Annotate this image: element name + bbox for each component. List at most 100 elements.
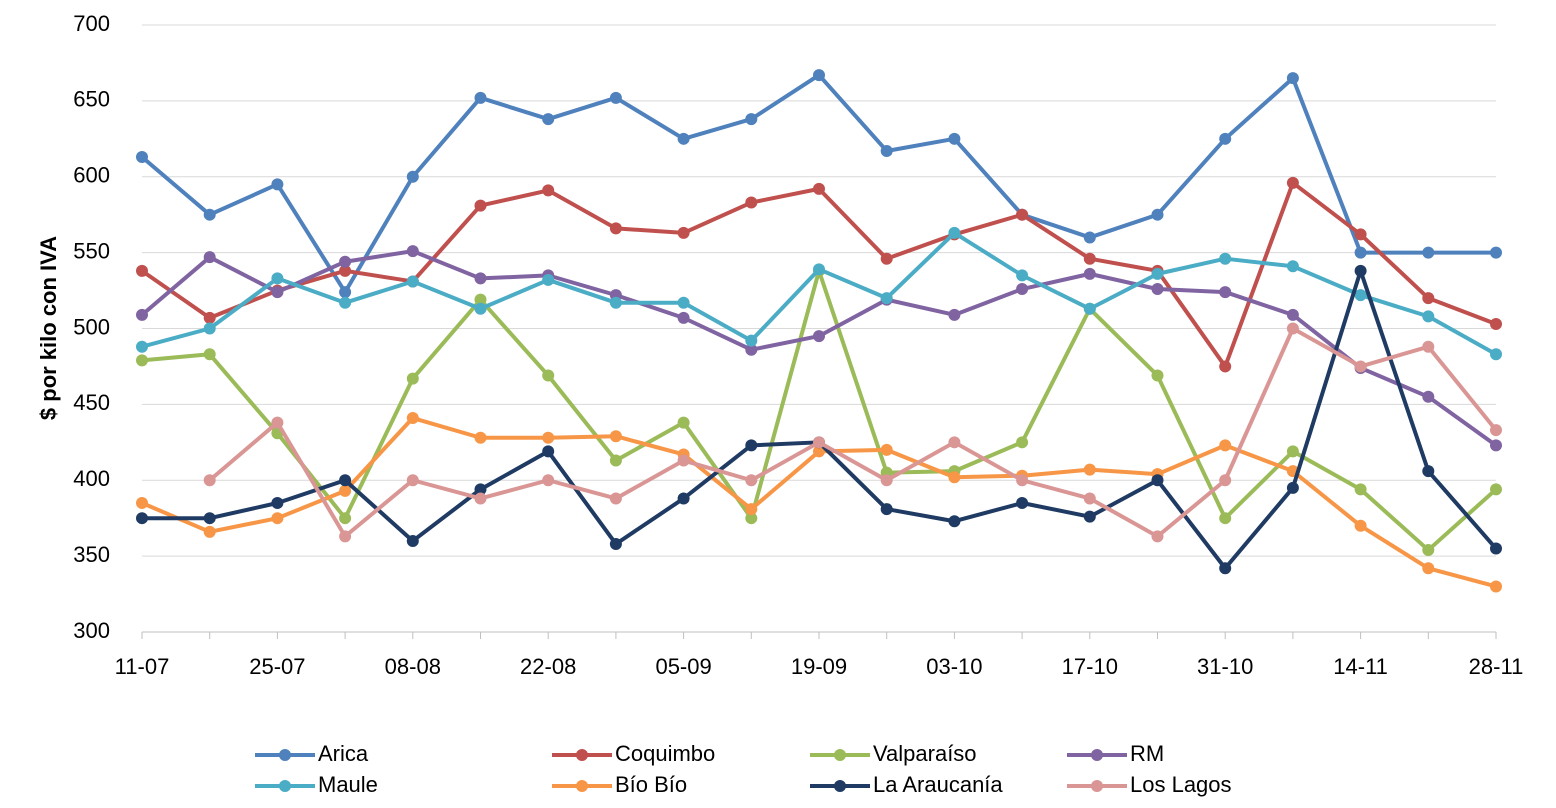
data-point	[745, 503, 758, 516]
x-tick-label: 19-09	[791, 654, 847, 679]
data-point	[1422, 310, 1435, 323]
data-point	[1422, 465, 1435, 478]
data-point	[1151, 267, 1164, 280]
x-tick-label: 05-09	[655, 654, 711, 679]
data-point	[677, 454, 690, 467]
data-point	[406, 474, 419, 487]
legend-marker	[576, 780, 588, 792]
y-tick-label: 550	[73, 238, 110, 263]
data-point	[203, 251, 216, 264]
data-point	[813, 330, 825, 343]
data-point	[339, 474, 352, 487]
data-point	[271, 286, 284, 299]
data-point	[136, 497, 148, 510]
data-point	[406, 245, 419, 258]
data-point	[136, 308, 148, 321]
data-point	[203, 348, 216, 361]
data-point	[406, 412, 419, 425]
data-point	[271, 272, 284, 285]
legend-marker	[1091, 780, 1103, 792]
data-point	[1422, 292, 1435, 305]
data-point	[1286, 481, 1299, 494]
data-point	[1422, 390, 1435, 403]
data-point	[339, 512, 352, 525]
data-point	[1490, 424, 1502, 437]
data-point	[406, 275, 419, 288]
data-point	[136, 151, 148, 164]
data-point	[339, 296, 352, 309]
series-line	[208, 326, 1498, 539]
data-point	[1083, 302, 1096, 315]
data-point	[339, 484, 352, 497]
data-point	[1219, 286, 1232, 299]
data-point	[1490, 580, 1502, 593]
data-point	[1151, 474, 1164, 487]
data-point	[1286, 445, 1299, 458]
data-point	[813, 436, 825, 449]
series-line	[140, 249, 1498, 447]
data-point	[1422, 246, 1435, 259]
data-point	[1354, 289, 1367, 302]
data-point	[271, 416, 284, 429]
data-point	[745, 512, 758, 525]
data-point	[1016, 436, 1029, 449]
data-point	[609, 492, 622, 505]
legend-label: La Araucanía	[873, 772, 1003, 797]
data-point	[1016, 497, 1029, 510]
legend-label: Arica	[318, 741, 369, 766]
data-point	[474, 199, 487, 212]
data-point	[745, 196, 758, 209]
data-point	[474, 293, 487, 306]
legend-label: Los Lagos	[1130, 772, 1232, 797]
data-point	[880, 503, 893, 516]
data-point	[1083, 252, 1096, 265]
data-point	[609, 91, 622, 104]
data-point	[677, 296, 690, 309]
data-point	[203, 512, 216, 525]
data-point	[542, 369, 555, 382]
legend-marker	[279, 749, 291, 761]
data-point	[542, 431, 555, 444]
data-point	[1151, 530, 1164, 543]
data-point	[1083, 267, 1096, 280]
data-point	[745, 343, 758, 356]
data-point	[474, 272, 487, 285]
data-point	[203, 322, 216, 335]
data-point	[474, 483, 487, 496]
x-tick-label: 14-11	[1333, 654, 1388, 679]
data-point	[609, 296, 622, 309]
data-point	[813, 182, 825, 195]
data-point	[474, 302, 487, 315]
y-axis-label: $ por kilo con IVA	[36, 236, 61, 420]
x-tick-label: 08-08	[385, 654, 441, 679]
legend-label: Valparaíso	[873, 741, 977, 766]
data-point	[948, 515, 961, 528]
data-point	[1354, 246, 1367, 259]
legend-label: Bío Bío	[615, 772, 687, 797]
data-point	[1016, 474, 1029, 487]
data-point	[1490, 348, 1502, 361]
data-point	[406, 372, 419, 385]
x-tick-label: 22-08	[520, 654, 576, 679]
data-point	[1016, 269, 1029, 282]
data-point	[1490, 542, 1502, 555]
data-point	[1354, 264, 1367, 277]
data-point	[1083, 463, 1096, 476]
data-point	[948, 132, 961, 145]
data-point	[1016, 208, 1029, 221]
x-tick-label: 28-11	[1469, 654, 1524, 679]
data-point	[542, 273, 555, 286]
data-point	[948, 308, 961, 321]
data-point	[1354, 360, 1367, 373]
data-point	[1083, 231, 1096, 244]
y-tick-label: 600	[73, 163, 110, 188]
data-point	[406, 170, 419, 183]
x-tick-label: 31-10	[1197, 654, 1253, 679]
legend-marker	[834, 749, 846, 761]
data-point	[745, 113, 758, 126]
data-point	[406, 534, 419, 547]
y-tick-label: 350	[73, 542, 110, 567]
y-tick-label: 400	[73, 466, 110, 491]
data-point	[677, 311, 690, 324]
